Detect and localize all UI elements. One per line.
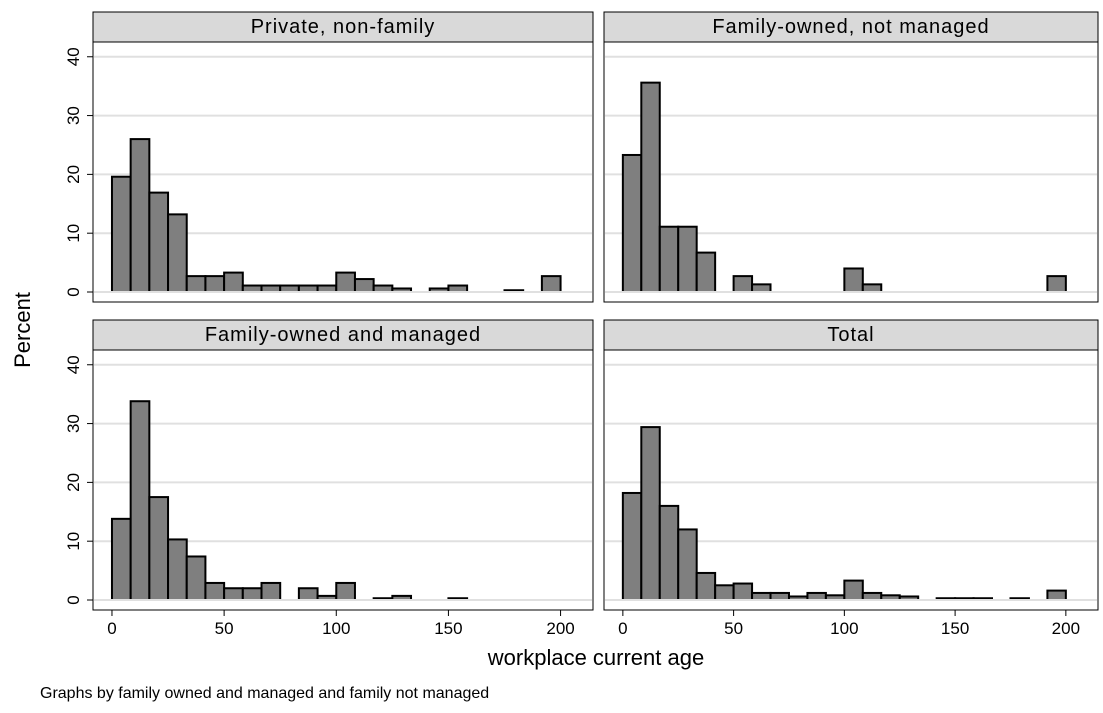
x-tick-label: 150 <box>941 619 969 638</box>
histogram-bar <box>353 278 375 293</box>
histogram-bar <box>658 504 680 601</box>
panel-title: Family-owned, not managed <box>712 16 989 38</box>
histogram-bar <box>640 426 661 601</box>
histogram-bar <box>204 581 226 602</box>
panel-3: Family-owned and managed 0 10 20 30 40 0 50 100 1… <box>64 319 594 638</box>
histogram-bar <box>640 81 661 293</box>
panel-header <box>92 11 594 43</box>
histogram-bar <box>1046 589 1067 601</box>
panel-2: Family-owned, not managed <box>603 11 1099 303</box>
y-tick-label: 10 <box>64 532 83 551</box>
histogram-bar <box>1046 275 1067 294</box>
y-axis-label: Percent <box>10 292 35 368</box>
histogram-bar <box>185 275 207 294</box>
histogram-bar <box>658 225 680 294</box>
panel-4: Total 0 50 100 150 200 <box>603 319 1099 638</box>
histogram-bar <box>204 275 226 294</box>
histogram-bar <box>621 153 643 293</box>
panel-header <box>603 11 1099 43</box>
y-tick-label: 0 <box>64 287 83 296</box>
histogram-bar <box>241 587 263 602</box>
histogram-bar <box>129 400 151 601</box>
y-tick-label: 40 <box>64 355 83 374</box>
histogram-bar <box>223 587 244 602</box>
x-tick-label: 150 <box>434 619 462 638</box>
histogram-bar <box>129 138 151 293</box>
y-tick-label: 30 <box>64 106 83 125</box>
y-tick-label: 40 <box>64 47 83 66</box>
histogram-bar <box>769 591 790 602</box>
histogram-bar <box>110 175 132 294</box>
histogram-bar <box>185 555 207 602</box>
x-tick-label: 0 <box>618 619 627 638</box>
histogram-bar <box>806 591 827 602</box>
histogram-bar <box>148 191 170 293</box>
histogram-bar <box>751 283 772 294</box>
y-tick-label: 20 <box>64 473 83 492</box>
x-tick-label: 0 <box>107 619 116 638</box>
y-tick-label: 30 <box>64 414 83 433</box>
histogram-bar <box>677 225 698 294</box>
histogram-bar <box>148 496 170 602</box>
histogram-bar <box>843 579 864 601</box>
graph-note: Graphs by family owned and managed and f… <box>40 685 489 702</box>
panel-1: Private, non-family 0 10 20 30 40 <box>64 11 594 303</box>
histogram-bar <box>861 283 883 294</box>
panel-title: Private, non-family <box>251 16 436 38</box>
y-tick-label: 0 <box>64 595 83 604</box>
histogram-bar <box>714 584 735 601</box>
panel-header <box>92 319 594 351</box>
histogram-bar <box>843 267 864 294</box>
y-tick-label: 20 <box>64 165 83 184</box>
histogram-bar <box>167 538 188 602</box>
histogram-bar <box>695 571 717 602</box>
x-tick-label: 100 <box>322 619 350 638</box>
panels-group: Private, non-family010203040Family-owned… <box>64 11 1099 638</box>
histogram-bar <box>861 591 883 602</box>
histogram-bar <box>335 581 356 602</box>
panel-title: Total <box>827 324 874 346</box>
x-axis-label: workplace current age <box>487 645 704 670</box>
x-tick-label: 50 <box>215 619 234 638</box>
histogram-bar <box>110 517 132 601</box>
histogram-bar <box>335 271 356 294</box>
histogram-bar <box>621 491 643 602</box>
histogram-bar <box>223 271 244 294</box>
histogram-bar <box>751 591 772 602</box>
histogram-bar <box>297 587 319 602</box>
panel-title: Family-owned and managed <box>205 324 481 346</box>
histogram-bar <box>695 251 717 294</box>
x-tick-label: 50 <box>724 619 743 638</box>
histogram-bar <box>260 581 282 602</box>
x-tick-label: 100 <box>830 619 858 638</box>
x-tick-label: 200 <box>546 619 574 638</box>
histogram-bar <box>167 213 188 293</box>
y-tick-label: 10 <box>64 224 83 243</box>
histogram-bar <box>732 275 754 294</box>
histogram-bar <box>677 528 698 602</box>
histogram-bar <box>540 275 562 294</box>
x-tick-label: 200 <box>1052 619 1080 638</box>
histogram-bar <box>732 582 754 601</box>
